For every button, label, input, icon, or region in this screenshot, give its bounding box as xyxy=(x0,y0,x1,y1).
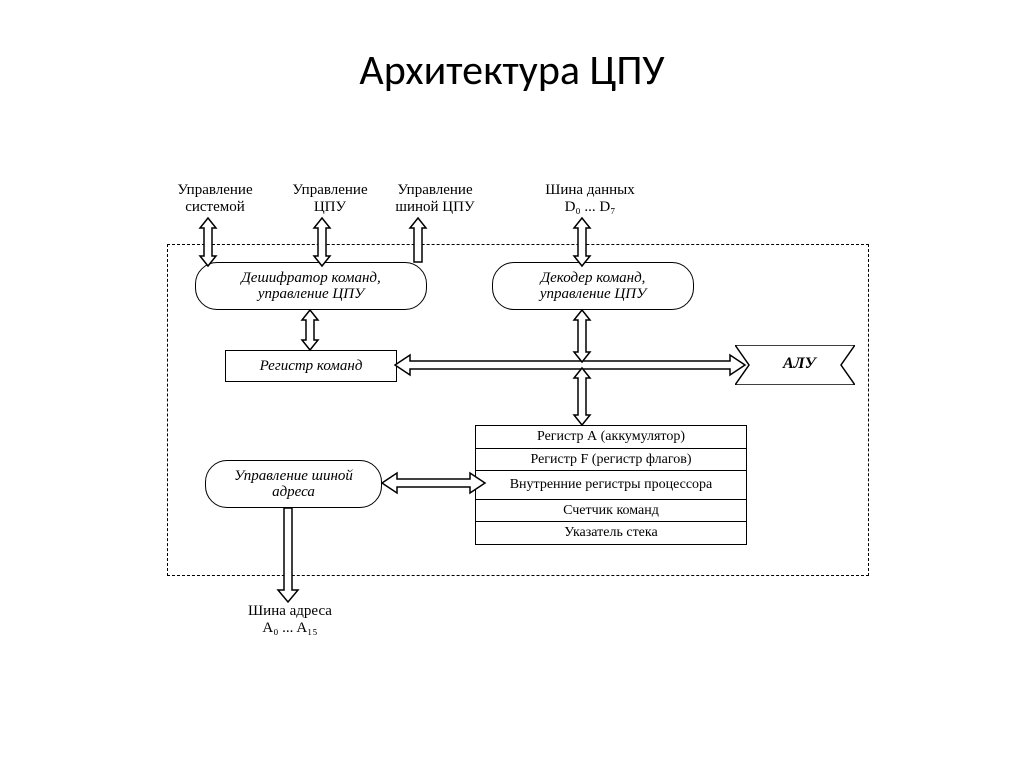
arrow-bus-ctrl xyxy=(410,218,426,262)
arrow-addrctrl-to-addrbus xyxy=(278,508,298,602)
arrow-bus-to-registers xyxy=(574,368,590,425)
arrow-main-bus xyxy=(395,355,745,375)
arrow-addrctrl-to-registers xyxy=(382,473,485,493)
arrow-sys-ctrl xyxy=(200,218,216,266)
arrow-decoder-to-cmdreg xyxy=(302,310,318,350)
page: Архитектура ЦПУ Управление системой Упра… xyxy=(0,0,1024,767)
arrow-data-bus xyxy=(574,218,590,266)
arrow-bus-to-decoder-ctrl xyxy=(574,310,590,362)
connectors xyxy=(0,0,1024,767)
arrow-cpu-ctrl xyxy=(314,218,330,266)
